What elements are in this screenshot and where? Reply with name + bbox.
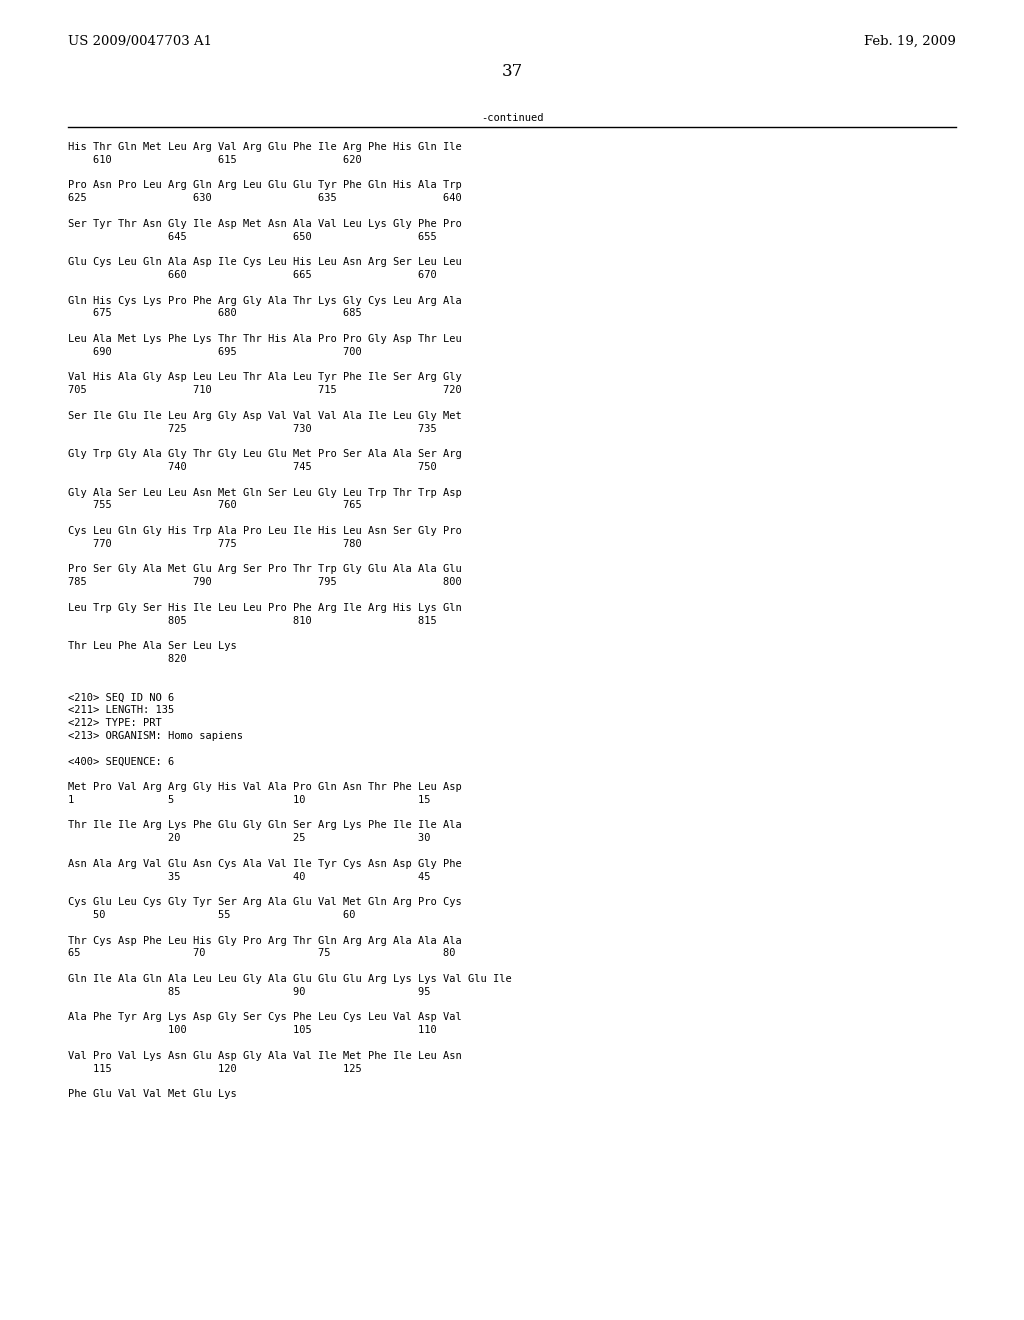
Text: 645                 650                 655: 645 650 655 [68, 231, 437, 242]
Text: Ala Phe Tyr Arg Lys Asp Gly Ser Cys Phe Leu Cys Leu Val Asp Val: Ala Phe Tyr Arg Lys Asp Gly Ser Cys Phe … [68, 1012, 462, 1023]
Text: 675                 680                 685: 675 680 685 [68, 309, 361, 318]
Text: 755                 760                 765: 755 760 765 [68, 500, 361, 511]
Text: 705                 710                 715                 720: 705 710 715 720 [68, 385, 462, 395]
Text: Gln Ile Ala Gln Ala Leu Leu Gly Ala Glu Glu Glu Arg Lys Lys Val Glu Ile: Gln Ile Ala Gln Ala Leu Leu Gly Ala Glu … [68, 974, 512, 983]
Text: <211> LENGTH: 135: <211> LENGTH: 135 [68, 705, 174, 715]
Text: 805                 810                 815: 805 810 815 [68, 615, 437, 626]
Text: Gly Ala Ser Leu Leu Asn Met Gln Ser Leu Gly Leu Trp Thr Trp Asp: Gly Ala Ser Leu Leu Asn Met Gln Ser Leu … [68, 487, 462, 498]
Text: Leu Ala Met Lys Phe Lys Thr Thr His Ala Pro Pro Gly Asp Thr Leu: Leu Ala Met Lys Phe Lys Thr Thr His Ala … [68, 334, 462, 345]
Text: -continued: -continued [480, 114, 544, 123]
Text: Ser Tyr Thr Asn Gly Ile Asp Met Asn Ala Val Leu Lys Gly Phe Pro: Ser Tyr Thr Asn Gly Ile Asp Met Asn Ala … [68, 219, 462, 228]
Text: <213> ORGANISM: Homo sapiens: <213> ORGANISM: Homo sapiens [68, 731, 243, 741]
Text: Ser Ile Glu Ile Leu Arg Gly Asp Val Val Val Ala Ile Leu Gly Met: Ser Ile Glu Ile Leu Arg Gly Asp Val Val … [68, 411, 462, 421]
Text: 65                  70                  75                  80: 65 70 75 80 [68, 948, 456, 958]
Text: <210> SEQ ID NO 6: <210> SEQ ID NO 6 [68, 693, 174, 702]
Text: <400> SEQUENCE: 6: <400> SEQUENCE: 6 [68, 756, 174, 767]
Text: Val His Ala Gly Asp Leu Leu Thr Ala Leu Tyr Phe Ile Ser Arg Gly: Val His Ala Gly Asp Leu Leu Thr Ala Leu … [68, 372, 462, 383]
Text: Val Pro Val Lys Asn Glu Asp Gly Ala Val Ile Met Phe Ile Leu Asn: Val Pro Val Lys Asn Glu Asp Gly Ala Val … [68, 1051, 462, 1061]
Text: Gln His Cys Lys Pro Phe Arg Gly Ala Thr Lys Gly Cys Leu Arg Ala: Gln His Cys Lys Pro Phe Arg Gly Ala Thr … [68, 296, 462, 306]
Text: 820: 820 [68, 653, 186, 664]
Text: 115                 120                 125: 115 120 125 [68, 1064, 361, 1073]
Text: 610                 615                 620: 610 615 620 [68, 154, 361, 165]
Text: 20                  25                  30: 20 25 30 [68, 833, 430, 843]
Text: 625                 630                 635                 640: 625 630 635 640 [68, 193, 462, 203]
Text: 725                 730                 735: 725 730 735 [68, 424, 437, 433]
Text: Glu Cys Leu Gln Ala Asp Ile Cys Leu His Leu Asn Arg Ser Leu Leu: Glu Cys Leu Gln Ala Asp Ile Cys Leu His … [68, 257, 462, 267]
Text: 35                  40                  45: 35 40 45 [68, 871, 430, 882]
Text: Cys Glu Leu Cys Gly Tyr Ser Arg Ala Glu Val Met Gln Arg Pro Cys: Cys Glu Leu Cys Gly Tyr Ser Arg Ala Glu … [68, 898, 462, 907]
Text: 100                 105                 110: 100 105 110 [68, 1026, 437, 1035]
Text: Asn Ala Arg Val Glu Asn Cys Ala Val Ile Tyr Cys Asn Asp Gly Phe: Asn Ala Arg Val Glu Asn Cys Ala Val Ile … [68, 859, 462, 869]
Text: Leu Trp Gly Ser His Ile Leu Leu Pro Phe Arg Ile Arg His Lys Gln: Leu Trp Gly Ser His Ile Leu Leu Pro Phe … [68, 603, 462, 612]
Text: 37: 37 [502, 63, 522, 81]
Text: His Thr Gln Met Leu Arg Val Arg Glu Phe Ile Arg Phe His Gln Ile: His Thr Gln Met Leu Arg Val Arg Glu Phe … [68, 143, 462, 152]
Text: Pro Ser Gly Ala Met Glu Arg Ser Pro Thr Trp Gly Glu Ala Ala Glu: Pro Ser Gly Ala Met Glu Arg Ser Pro Thr … [68, 565, 462, 574]
Text: US 2009/0047703 A1: US 2009/0047703 A1 [68, 36, 212, 48]
Text: 1               5                   10                  15: 1 5 10 15 [68, 795, 430, 805]
Text: Pro Asn Pro Leu Arg Gln Arg Leu Glu Glu Tyr Phe Gln His Ala Trp: Pro Asn Pro Leu Arg Gln Arg Leu Glu Glu … [68, 181, 462, 190]
Text: 85                  90                  95: 85 90 95 [68, 987, 430, 997]
Text: Thr Ile Ile Arg Lys Phe Glu Gly Gln Ser Arg Lys Phe Ile Ile Ala: Thr Ile Ile Arg Lys Phe Glu Gly Gln Ser … [68, 821, 462, 830]
Text: <212> TYPE: PRT: <212> TYPE: PRT [68, 718, 162, 729]
Text: 770                 775                 780: 770 775 780 [68, 539, 361, 549]
Text: 740                 745                 750: 740 745 750 [68, 462, 437, 473]
Text: Thr Cys Asp Phe Leu His Gly Pro Arg Thr Gln Arg Arg Ala Ala Ala: Thr Cys Asp Phe Leu His Gly Pro Arg Thr … [68, 936, 462, 945]
Text: 690                 695                 700: 690 695 700 [68, 347, 361, 356]
Text: 785                 790                 795                 800: 785 790 795 800 [68, 577, 462, 587]
Text: Gly Trp Gly Ala Gly Thr Gly Leu Glu Met Pro Ser Ala Ala Ser Arg: Gly Trp Gly Ala Gly Thr Gly Leu Glu Met … [68, 449, 462, 459]
Text: 660                 665                 670: 660 665 670 [68, 271, 437, 280]
Text: Phe Glu Val Val Met Glu Lys: Phe Glu Val Val Met Glu Lys [68, 1089, 237, 1100]
Text: Feb. 19, 2009: Feb. 19, 2009 [864, 36, 956, 48]
Text: 50                  55                  60: 50 55 60 [68, 909, 355, 920]
Text: Thr Leu Phe Ala Ser Leu Lys: Thr Leu Phe Ala Ser Leu Lys [68, 642, 237, 651]
Text: Met Pro Val Arg Arg Gly His Val Ala Pro Gln Asn Thr Phe Leu Asp: Met Pro Val Arg Arg Gly His Val Ala Pro … [68, 781, 462, 792]
Text: Cys Leu Gln Gly His Trp Ala Pro Leu Ile His Leu Asn Ser Gly Pro: Cys Leu Gln Gly His Trp Ala Pro Leu Ile … [68, 525, 462, 536]
